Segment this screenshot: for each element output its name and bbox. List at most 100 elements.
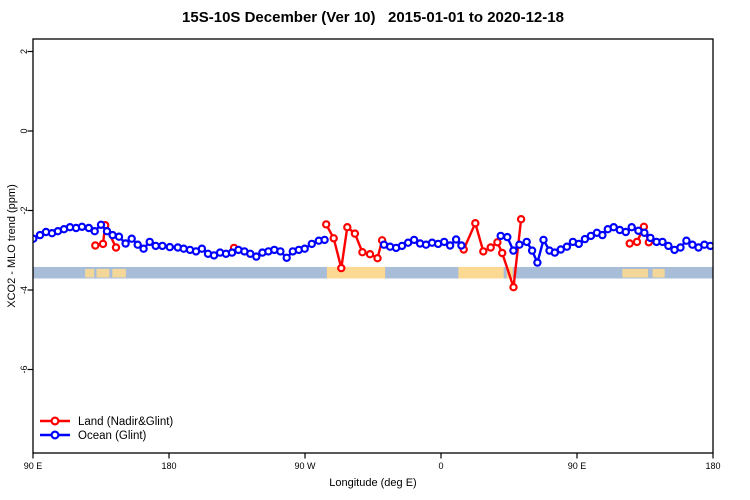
x-axis-title: Longitude (deg E) xyxy=(329,477,417,489)
land-series-point xyxy=(98,239,108,249)
ocean-series-point xyxy=(539,235,548,245)
ocean-series-point xyxy=(457,241,466,250)
land-series-point xyxy=(516,214,526,224)
land-series-point xyxy=(350,229,360,238)
land-series-point xyxy=(111,243,121,252)
ocean-series-point xyxy=(397,241,407,251)
legend-label: Ocean (Glint) xyxy=(78,430,147,442)
ocean-series-point xyxy=(574,239,584,249)
x-tick-label: 0 xyxy=(438,461,443,471)
ocean-series-point xyxy=(562,242,572,251)
y-tick-label: 2 xyxy=(19,49,29,54)
ocean-series-point xyxy=(227,248,237,257)
legend-marker xyxy=(50,416,60,426)
ocean-series-point xyxy=(580,234,590,244)
shade-band-land-patch xyxy=(458,266,504,279)
land-series-point xyxy=(329,234,338,243)
ocean-series-point xyxy=(158,241,167,251)
ocean-series-point xyxy=(282,253,291,262)
plot-frame xyxy=(32,38,714,454)
land-series-point xyxy=(365,249,375,259)
land-series-point xyxy=(322,220,331,229)
ocean-series-point xyxy=(307,239,316,249)
x-tick-label: 90 W xyxy=(294,461,316,471)
ocean-series-point xyxy=(151,241,160,251)
series-layer xyxy=(33,214,713,292)
ocean-series-point xyxy=(114,232,124,241)
x-tick-label: 90 E xyxy=(568,461,587,471)
ocean-series-point xyxy=(96,220,106,229)
ocean-series-point xyxy=(179,244,188,253)
ocean-series-point xyxy=(197,244,207,253)
ocean-series-point xyxy=(658,237,667,247)
ocean-series-point xyxy=(300,244,309,253)
ocean-series-point xyxy=(646,233,655,243)
ocean-series-point xyxy=(165,242,174,252)
ocean-series-point xyxy=(503,232,512,242)
chart-title: 15S-10S December (Ver 10) 2015-01-01 to … xyxy=(182,9,564,26)
ocean-series-point xyxy=(515,240,524,249)
ocean-series-point xyxy=(676,243,685,252)
ocean-series-point xyxy=(451,235,461,244)
ocean-series-point xyxy=(127,234,136,243)
ocean-series-point xyxy=(527,246,537,255)
shade-band-land-patch xyxy=(652,268,665,278)
shade-band-land-patch xyxy=(112,268,126,278)
ocean-series-point xyxy=(276,247,285,256)
land-series-point xyxy=(498,248,507,258)
land-series-point xyxy=(493,238,502,247)
land-series-point xyxy=(358,247,367,257)
shade-band-land-patch xyxy=(85,268,95,278)
y-tick-label: -4 xyxy=(19,286,29,294)
y-axis-title: XCO2 - MLO trend (ppm) xyxy=(6,184,18,308)
land-series-point xyxy=(509,283,518,292)
ocean-series-point xyxy=(121,239,130,248)
ocean-series-point xyxy=(102,226,112,236)
legend-item-ocean: Ocean (Glint) xyxy=(40,430,147,442)
ocean-series-point xyxy=(664,241,673,251)
ocean-series-point xyxy=(533,258,542,267)
ocean-series-point xyxy=(682,236,691,245)
y-tick-label: -6 xyxy=(19,365,29,373)
ocean-series-point xyxy=(84,223,94,233)
legend-label: Land (Nadir&Glint) xyxy=(78,416,173,428)
ocean-series-point xyxy=(409,235,419,245)
ocean-series-point xyxy=(445,241,455,250)
ocean-series-point xyxy=(496,231,505,241)
shade-band-land-patch xyxy=(96,268,110,278)
land-series-point xyxy=(373,254,382,263)
land-series-point xyxy=(471,218,480,228)
land-series-point xyxy=(91,241,100,250)
ocean-series-point xyxy=(133,240,142,249)
shade-band-land-patch xyxy=(622,268,649,278)
y-tick-label: 0 xyxy=(19,128,29,133)
ocean-series-point xyxy=(90,226,99,236)
land-series-point xyxy=(343,222,352,232)
legend-marker xyxy=(50,430,60,440)
ocean-series-point xyxy=(139,244,148,253)
land-series-point xyxy=(486,243,495,252)
ocean-series-point xyxy=(320,235,329,245)
x-tick-label: 180 xyxy=(161,461,176,471)
ocean-series-point xyxy=(522,237,531,247)
ocean-series-point xyxy=(145,237,154,247)
ocean-series-point xyxy=(621,227,631,237)
ocean-series-point xyxy=(706,241,713,251)
land-series-line xyxy=(462,219,523,288)
ocean-series-point xyxy=(35,230,45,240)
land-series-point xyxy=(625,239,634,248)
shade-band-land-patch xyxy=(326,266,386,279)
ocean-series-point xyxy=(77,222,87,231)
legend-item-land: Land (Nadir&Glint) xyxy=(40,416,173,428)
ocean-series-point xyxy=(598,230,607,240)
land-series-point xyxy=(337,263,346,273)
ocean-series-point xyxy=(640,228,649,237)
ocean-series-point xyxy=(440,237,449,247)
x-tick-label: 90 E xyxy=(24,461,43,471)
x-tick-label: 180 xyxy=(705,461,720,471)
ocean-series-point xyxy=(509,246,518,255)
ocean-series-point xyxy=(108,230,117,240)
ocean-series-point xyxy=(586,231,596,241)
